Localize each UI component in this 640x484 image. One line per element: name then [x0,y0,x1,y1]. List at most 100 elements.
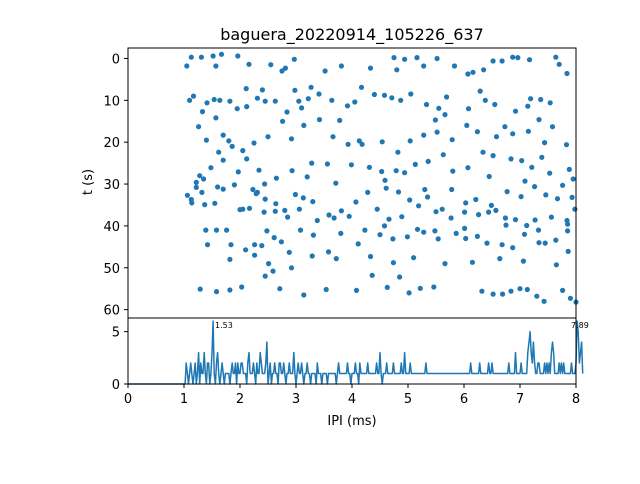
scatter-point [251,140,257,146]
x-tick-label: 0 [124,392,132,407]
scatter-point [204,242,211,248]
scatter-point [353,287,360,293]
scatter-point [465,71,471,77]
scatter-point [264,228,270,234]
x-tick-label: 5 [404,392,412,407]
scatter-point [510,245,516,251]
scatter-point [259,243,265,249]
scatter-point [243,86,249,92]
scatter-point [503,222,509,228]
scatter-point [329,97,335,103]
scatter-point [482,97,488,103]
scatter-point [399,214,405,220]
scatter-point [464,122,470,128]
scatter-point [448,215,454,221]
scatter-point [220,132,226,138]
scatter-point [213,63,219,69]
scatter-point [560,182,566,188]
scatter-point [301,122,307,128]
scatter-point [288,265,295,271]
scatter-point [213,115,219,121]
scatter-point [265,134,271,140]
scatter-point [434,129,440,135]
scatter-point [299,105,305,111]
y-tick-layer: 0 10 20 30 40 50 60 [103,52,128,319]
scatter-point [316,91,322,97]
scatter-point [348,162,354,168]
scatter-point [366,164,372,170]
chart-title: baguera_20220914_105226_637 [220,25,484,45]
scatter-point [301,292,307,298]
scatter-point [553,262,560,268]
scatter-point [268,62,274,68]
scatter-point [479,288,485,294]
scatter-point [444,94,450,100]
scatter-point [381,92,388,98]
scatter-point [292,87,298,93]
scatter-point [465,165,471,171]
scatter-point [402,56,408,62]
scatter-point [217,97,223,103]
scatter-point [524,222,530,229]
scatter-point [524,286,530,293]
scatter-point [252,252,258,258]
scatter-point [406,290,412,296]
histogram-layer [128,320,584,385]
scatter-point [253,191,259,197]
scatter-point [397,274,403,280]
scatter-point [532,184,538,190]
scatter-point [526,57,533,63]
scatter-point [569,194,575,200]
scatter-point [572,206,578,212]
scatter-point [273,201,279,207]
scatter-point [244,104,250,110]
scatter-point [308,84,314,90]
scatter-point [566,166,572,172]
scatter-point [382,177,388,183]
scatter-point [282,65,288,71]
scatter-point [518,194,524,200]
scatter-layer [184,51,579,305]
scatter-point [259,87,265,93]
scatter-point [462,209,468,215]
y-axis-label: t (s) [81,169,96,195]
y-tick-label: 30 [103,178,120,193]
scatter-point [187,97,193,103]
scatter-point [246,205,253,211]
scatter-point [323,286,329,293]
scatter-point [367,253,374,260]
scatter-point [538,96,544,103]
scatter-point [197,173,203,179]
scatter-point [262,273,268,279]
scatter-point [565,228,571,234]
scatter-point [369,272,375,278]
scatter-point [548,214,555,220]
scatter-point [490,153,496,159]
scatter-point [279,68,285,74]
scatter-point [250,186,256,193]
scatter-point [338,63,344,69]
scatter-point [565,248,571,254]
scatter-point [449,137,455,143]
scatter-point [450,168,456,174]
scatter-point [220,157,226,163]
scatter-point [316,117,323,123]
scatter-point [515,55,521,61]
scatter-point [477,88,483,94]
scatter-point [423,101,430,108]
scatter-point [510,54,516,60]
scatter-point [367,65,374,71]
scatter-point [425,194,431,200]
scatter-point [563,142,570,148]
scatter-point [262,98,268,104]
scatter-point [421,132,427,138]
scatter-point [421,63,427,69]
scatter-point [261,209,267,215]
scatter-point [184,192,190,198]
x-tick-layer: 0 1 2 3 4 5 6 7 8 [124,384,580,407]
scatter-point [212,200,218,206]
scatter-point [535,227,542,233]
scatter-point [486,209,492,215]
